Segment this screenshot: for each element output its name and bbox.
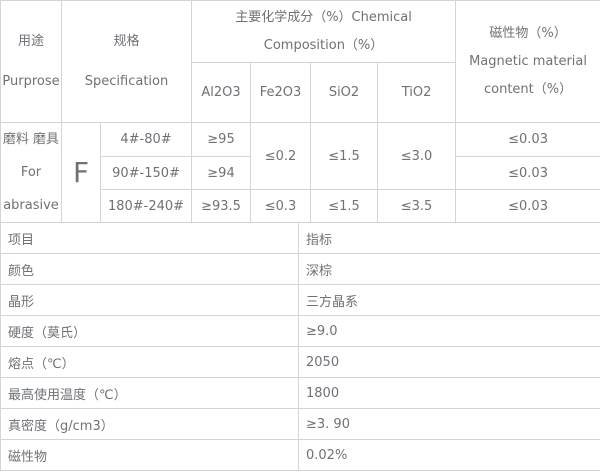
purpose-header-zh: 用途 [17,33,44,49]
specification-header-en: Specification [84,73,169,89]
table-row: 晶形 三方晶系 [0,284,600,316]
magnetic-header-en-2: content（%） [483,81,573,97]
property-name-cell: 项目 [0,222,299,254]
sio2-header-cell: SiO2 [310,62,378,123]
specification-header-cell: 规格 Specification [61,0,192,123]
property-table: 项目 指标 颜色 深棕 晶形 三方晶系 硬度（莫氏） ≥9.0 熔点（℃） 20… [0,222,600,471]
property-value-cell: 0.02% [298,439,600,471]
chemical-composition-line-1: 主要化学成分（%）Chemical [235,9,412,25]
table-row: 硬度（莫氏） ≥9.0 [0,315,600,347]
spec-range-cell: 180#-240# [100,189,192,223]
property-name-cell: 真密度（g/cm3） [0,408,299,440]
purpose-header-cell: 用途 Purprose [0,0,62,123]
tio2-value-cell: ≤3.5 [376,189,457,223]
table-row: 真密度（g/cm3） ≥3. 90 [0,408,600,440]
usage-line-zh: 磨料 磨具 [2,132,60,147]
al2o3-header-cell: Al2O3 [191,62,251,123]
tio2-value-cell: ≤3.0 [376,122,457,190]
grade-cell: F [61,122,101,223]
property-name-cell: 熔点（℃） [0,346,299,378]
property-name-cell: 磁性物 [0,439,299,471]
property-name-cell: 最高使用温度（℃） [0,377,299,409]
property-value-cell: 指标 [298,222,600,254]
magnetic-value-cell: ≤0.03 [455,156,600,190]
al2o3-value-cell: ≥94 [191,156,251,190]
property-value-cell: 三方晶系 [298,284,600,316]
spec-table: 用途 Purprose 规格 Specification 主要化学成分（%）Ch… [0,0,600,223]
specification-header-zh: 规格 [113,33,140,49]
table-row: 90#-150# ≥94 ≤0.03 [1,156,600,190]
usage-line-en-1: For [20,165,42,180]
tio2-header-cell: TiO2 [376,62,457,123]
magnetic-value-cell: ≤0.03 [455,189,600,223]
table-row: 熔点（℃） 2050 [0,346,600,378]
property-value-cell: 1800 [298,377,600,409]
purpose-header-en: Purprose [2,73,60,89]
property-value-cell: ≥9.0 [298,315,600,347]
sio2-value-cell: ≤1.5 [310,122,378,190]
usage-cell: 磨料 磨具 For abrasive [0,122,62,223]
fe2o3-value-cell: ≤0.2 [250,122,311,190]
property-value-cell: 2050 [298,346,600,378]
table-row: 项目 指标 [0,222,600,254]
chemical-composition-line-2: Composition（%） [263,37,384,53]
spec-range-cell: 90#-150# [100,156,192,190]
spec-range-cell: 4#-80# [100,122,192,157]
magnetic-header-zh: 磁性物（%） [489,25,567,41]
al2o3-value-cell: ≥95 [191,122,251,157]
usage-line-en-2: abrasive [3,198,59,213]
spec-header-row-2: Al2O3 Fe2O3 SiO2 TiO2 [1,62,600,123]
table-row: 颜色 深棕 [0,253,600,285]
table-row: 最高使用温度（℃） 1800 [0,377,600,409]
sio2-value-cell: ≤1.5 [310,189,378,223]
magnetic-value-cell: ≤0.03 [455,122,600,157]
property-value-cell: ≥3. 90 [298,408,600,440]
magnetic-header-en-1: Magnetic material [469,53,587,69]
property-value-cell: 深棕 [298,253,600,285]
table-row: 磁性物 0.02% [0,439,600,471]
table-row: 磨料 磨具 For abrasive F 4#-80# ≥95 ≤0.2 ≤1.… [0,122,600,223]
fe2o3-value-cell: ≤0.3 [250,189,311,223]
table-row: 180#-240# ≥93.5 ≤0.3 ≤1.5 ≤3.5 ≤0.03 [1,189,600,223]
chemical-composition-header-cell: 主要化学成分（%）Chemical Composition（%） [190,0,457,63]
magnetic-header-cell: 磁性物（%） Magnetic material content（%） [455,0,600,123]
fe2o3-header-cell: Fe2O3 [250,62,311,123]
spec-header-row-1: 用途 Purprose 规格 Specification 主要化学成分（%）Ch… [0,0,600,123]
property-name-cell: 颜色 [0,253,299,285]
property-name-cell: 硬度（莫氏） [0,315,299,347]
al2o3-value-cell: ≥93.5 [191,189,251,223]
property-name-cell: 晶形 [0,284,299,316]
